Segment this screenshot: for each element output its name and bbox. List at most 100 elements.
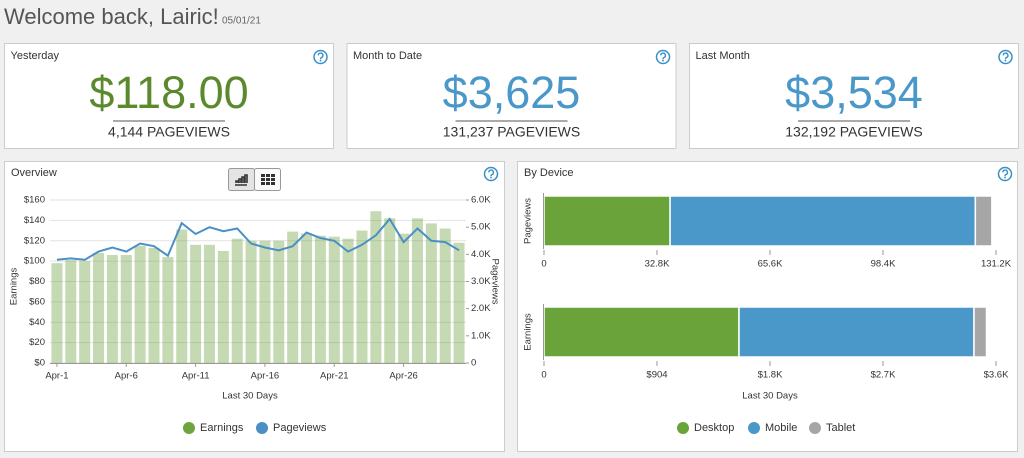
x-tick-label: Apr-26 (389, 371, 418, 382)
earnings-bar (65, 260, 77, 363)
earnings-bar (259, 240, 271, 363)
x-tick-label: Apr-6 (115, 371, 138, 382)
x-tick-label: $2.7K (871, 370, 896, 381)
device-bar (973, 306, 988, 358)
help-dot (319, 59, 322, 62)
y-tick-label: $0 (34, 358, 45, 369)
help-dot (490, 176, 492, 179)
earnings-bar (217, 250, 229, 363)
help-icon[interactable] (483, 166, 499, 182)
help-mark (1002, 52, 1009, 60)
legend-dot (677, 422, 689, 434)
help-mark (488, 169, 495, 177)
earnings-bar (51, 263, 63, 363)
y-tick-label: $40 (29, 317, 45, 328)
earnings-bar (356, 230, 368, 363)
help-circle (313, 49, 328, 65)
device-bar (543, 195, 671, 247)
x-tick-label: Apr-21 (320, 371, 349, 382)
chart-toggle[interactable] (228, 168, 281, 191)
legend-dot (809, 422, 821, 434)
help-icon[interactable] (313, 49, 328, 65)
y2-tick-label: 4.0K (471, 249, 491, 260)
help-dot (1004, 59, 1007, 62)
y-axis-label: Earnings (523, 313, 534, 351)
help-mark (317, 52, 324, 60)
stat-card (689, 43, 1019, 149)
earnings-bar (425, 223, 437, 363)
help-icon[interactable] (997, 166, 1013, 182)
earnings-bar (162, 257, 174, 363)
grid-icon (261, 174, 275, 185)
earnings-bar (273, 240, 285, 363)
x-tick-label: Apr-11 (182, 371, 210, 382)
x-tick-label: $904 (646, 370, 667, 381)
legend-dot (183, 422, 195, 434)
card-value: $3,534 (785, 67, 923, 118)
y-tick-label: $20 (29, 337, 45, 348)
earnings-bar (342, 238, 354, 363)
earnings-bar (384, 218, 396, 363)
card-label: Yesterday (11, 50, 60, 62)
y2-tick-label: 3.0K (471, 276, 491, 287)
x-tick-label: $1.8K (758, 370, 783, 381)
welcome-title: Welcome back, Lairic! (4, 4, 219, 29)
earnings-bar (203, 244, 215, 363)
help-circle (997, 166, 1013, 182)
earnings-bar (93, 252, 105, 363)
overview-panel (4, 161, 505, 452)
legend-dot (256, 422, 268, 434)
legend-label: Pageviews (273, 422, 327, 434)
help-icon[interactable] (998, 49, 1013, 65)
earnings-bar (411, 218, 423, 363)
earnings-bar (439, 228, 451, 363)
y-tick-label: $160 (24, 195, 45, 206)
y-tick-label: $80 (29, 276, 45, 287)
earnings-bar (453, 242, 465, 363)
earnings-bar (190, 244, 202, 363)
earnings-bar (398, 233, 410, 363)
x-tick-label: Apr-1 (45, 371, 68, 382)
y2-tick-label: 0 (471, 358, 476, 369)
earnings-bar (370, 211, 382, 363)
panel-title: By Device (524, 167, 574, 179)
y2-tick-label: 1.0K (471, 330, 491, 341)
earnings-bar (314, 235, 326, 363)
earnings-bar (79, 261, 91, 363)
y-tick-label: $60 (29, 296, 45, 307)
earnings-bar (328, 236, 340, 363)
earnings-bar (106, 255, 118, 363)
x-tick-label: 131.2K (981, 259, 1012, 270)
earnings-bar (287, 231, 299, 363)
help-circle (998, 49, 1013, 65)
x-axis-label: Last 30 Days (742, 391, 798, 402)
x-tick-label: 98.4K (871, 259, 896, 270)
earnings-bar (134, 245, 146, 363)
x-tick-label: $3.6K (984, 370, 1009, 381)
bar-icon (235, 174, 248, 186)
help-dot (662, 59, 664, 62)
y2-tick-label: 6.0K (471, 195, 491, 206)
earnings-bar (120, 255, 132, 363)
card-pageviews: 131,237 PAGEVIEWS (443, 124, 580, 140)
device-bar (974, 195, 993, 247)
earnings-bar (301, 233, 313, 363)
device-bar (738, 306, 975, 358)
earnings-bar (148, 247, 160, 363)
x-tick-label: 0 (541, 259, 546, 270)
legend-label: Mobile (765, 422, 797, 434)
y2-axis-label: Pageviews (489, 259, 500, 305)
card-value: $3,625 (443, 67, 581, 118)
panel-title: Overview (11, 167, 57, 179)
pageviews-line (56, 217, 460, 261)
help-icon[interactable] (655, 49, 671, 65)
legend-dot (748, 422, 760, 434)
x-tick-label: Apr-16 (251, 371, 280, 382)
device-bar (543, 306, 740, 358)
y2-tick-label: 2.0K (471, 303, 491, 314)
stat-card (346, 43, 677, 149)
y-tick-label: $100 (24, 256, 45, 267)
stat-card (4, 43, 334, 149)
